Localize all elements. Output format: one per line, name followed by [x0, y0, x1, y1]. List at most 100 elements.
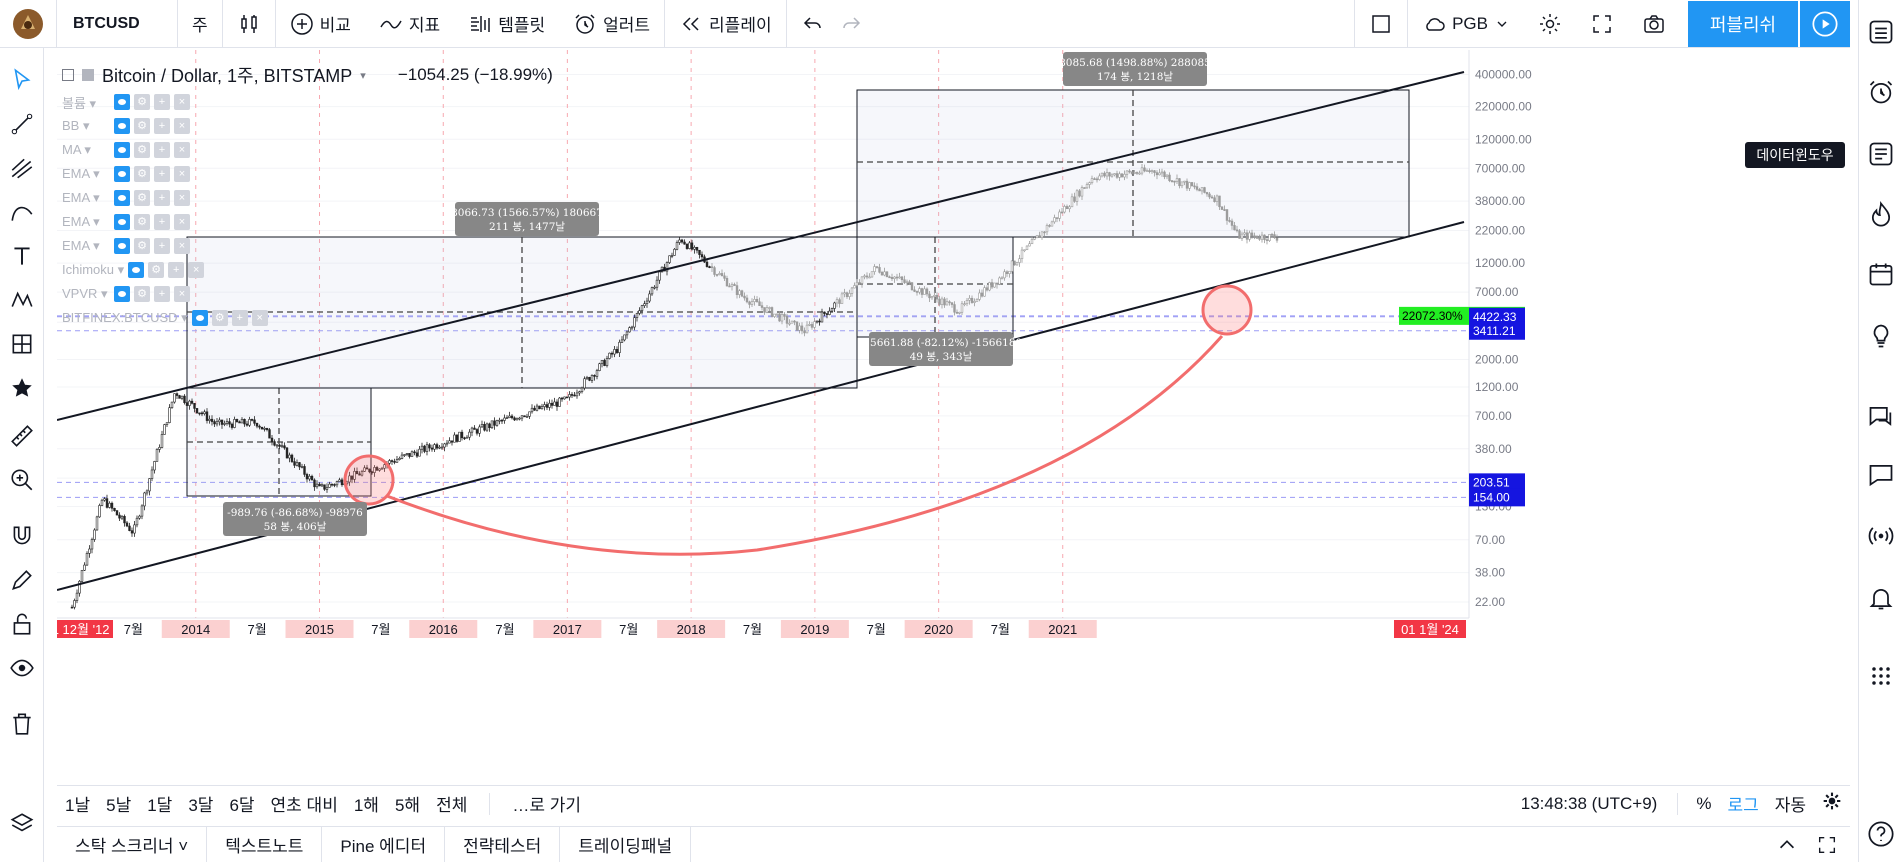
symbol-title[interactable]: Bitcoin / Dollar, 1주, BITSTAMP: [102, 66, 353, 86]
data-window-button[interactable]: [1865, 138, 1897, 170]
indicator-row[interactable]: EMA ▾ ⚙ + ×: [62, 234, 622, 258]
chevron-down-icon[interactable]: ▾: [360, 69, 366, 82]
layout-menu[interactable]: PGB: [1408, 0, 1524, 48]
chevron-up-icon[interactable]: [1776, 834, 1798, 856]
lock-tool[interactable]: [6, 608, 38, 640]
visibility-eye-icon[interactable]: [114, 118, 130, 134]
pattern-tool[interactable]: [6, 284, 38, 316]
range-button[interactable]: 3달: [188, 796, 214, 815]
hotlists-button[interactable]: [1865, 198, 1897, 230]
templates-button[interactable]: 템플릿: [454, 0, 559, 48]
visibility-eye-icon[interactable]: [114, 286, 130, 302]
more-widgets-button[interactable]: [1865, 660, 1897, 692]
watchlist-button[interactable]: [1865, 16, 1897, 48]
price-axis[interactable]: 680000.00 400000.00 220000.00 120000.00 7000…: [1399, 50, 1777, 618]
indicator-row[interactable]: BITFINEX:BTCUSD ▾ ⚙ + ×: [62, 306, 622, 330]
indicator-row[interactable]: 볼륨 ▾ ⚙ + ×: [62, 90, 622, 114]
object-tree-tool[interactable]: [6, 808, 38, 840]
remove-icon[interactable]: ×: [174, 190, 190, 206]
ideas-button[interactable]: [1865, 320, 1897, 352]
add-icon[interactable]: +: [154, 286, 170, 302]
add-icon[interactable]: +: [231, 310, 248, 326]
remove-icon[interactable]: ×: [174, 142, 190, 158]
settings-icon[interactable]: ⚙: [134, 142, 150, 158]
compare-button[interactable]: 비교: [276, 0, 365, 48]
remove-icon[interactable]: ×: [174, 94, 190, 110]
measure-tool[interactable]: [6, 328, 38, 360]
help-button[interactable]: [1865, 818, 1897, 850]
add-icon[interactable]: +: [154, 238, 170, 254]
remove-icon[interactable]: ×: [188, 262, 205, 278]
range-button[interactable]: 연초 대비: [270, 796, 338, 815]
remove-icon[interactable]: ×: [174, 238, 190, 254]
remove-drawings-tool[interactable]: [6, 708, 38, 740]
remove-icon[interactable]: ×: [174, 118, 190, 134]
settings-icon[interactable]: ⚙: [134, 118, 150, 134]
add-icon[interactable]: +: [154, 190, 170, 206]
publish-button[interactable]: 퍼블리쉬: [1688, 0, 1798, 47]
notifications-button[interactable]: [1865, 582, 1897, 614]
remove-icon[interactable]: ×: [251, 310, 268, 326]
chart-style-button[interactable]: [223, 0, 275, 48]
messages-button[interactable]: [1865, 458, 1897, 490]
indicator-row[interactable]: EMA ▾ ⚙ + ×: [62, 162, 622, 186]
symbol-search[interactable]: BTCUSD: [73, 14, 140, 32]
indicator-row[interactable]: EMA ▾ ⚙ + ×: [62, 210, 622, 234]
cursor-tool[interactable]: [6, 64, 38, 96]
price-chart[interactable]: -989.76 (-86.68%) -98976 58 봉, 406날 18066.…: [57, 50, 1777, 768]
hide-drawings-tool[interactable]: [6, 652, 38, 684]
indicator-row[interactable]: Ichimoku ▾ ⚙ + ×: [62, 258, 622, 282]
indicator-row[interactable]: VPVR ▾ ⚙ + ×: [62, 282, 622, 306]
settings-icon[interactable]: ⚙: [134, 190, 150, 206]
settings-button[interactable]: [1524, 0, 1576, 48]
calendar-button[interactable]: [1865, 258, 1897, 290]
indicator-row[interactable]: MA ▾ ⚙ + ×: [62, 138, 622, 162]
settings-icon[interactable]: ⚙: [134, 94, 150, 110]
visibility-eye-icon[interactable]: [114, 238, 130, 254]
chats-button[interactable]: [1865, 400, 1897, 432]
user-avatar[interactable]: [0, 0, 56, 48]
visibility-eye-icon[interactable]: [114, 94, 130, 110]
redo-button[interactable]: [839, 0, 877, 48]
favorites-tool[interactable]: [6, 372, 38, 404]
settings-icon[interactable]: ⚙: [134, 238, 150, 254]
text-tool[interactable]: [6, 240, 38, 272]
indicators-button[interactable]: 지표: [365, 0, 454, 48]
add-icon[interactable]: +: [168, 262, 185, 278]
remove-icon[interactable]: ×: [174, 214, 190, 230]
remove-icon[interactable]: ×: [174, 166, 190, 182]
collapse-legend-icon[interactable]: [62, 69, 74, 81]
visibility-eye-icon[interactable]: [114, 166, 130, 182]
add-icon[interactable]: +: [154, 142, 170, 158]
settings-icon[interactable]: ⚙: [148, 262, 165, 278]
chart-settings-button[interactable]: [1814, 791, 1850, 816]
range-button[interactable]: 1달: [147, 796, 173, 815]
streams-button[interactable]: [1865, 520, 1897, 552]
ruler-tool[interactable]: [6, 420, 38, 452]
settings-icon[interactable]: ⚙: [134, 286, 150, 302]
settings-icon[interactable]: ⚙: [211, 310, 228, 326]
range-button[interactable]: 전체: [436, 796, 468, 815]
range-button[interactable]: 1날: [65, 796, 91, 815]
bottom-tab[interactable]: 전략테스터: [445, 826, 561, 862]
range-button[interactable]: 1해: [353, 796, 379, 815]
snapshot-button[interactable]: [1628, 0, 1680, 48]
time-axis[interactable]: 31 12월 '12 7월 2014 7월 2015 7월 2016 7월 2017 7월 2018…: [57, 617, 1469, 644]
brush-tool[interactable]: [6, 196, 38, 228]
range-button[interactable]: 5해: [394, 796, 421, 815]
add-icon[interactable]: +: [154, 118, 170, 134]
range-button[interactable]: 5날: [106, 796, 132, 815]
log-scale-toggle[interactable]: 로그: [1727, 796, 1759, 815]
range-button[interactable]: 6달: [229, 796, 255, 815]
bottom-tab[interactable]: 텍스트노트: [207, 826, 323, 862]
bottom-tab[interactable]: 스탁 스크리너 ˅: [57, 826, 208, 862]
fullscreen-button[interactable]: [1576, 0, 1628, 48]
replay-button[interactable]: 리플레이: [665, 0, 786, 48]
publish-video-button[interactable]: [1800, 0, 1850, 47]
fullscreen-select-button[interactable]: [1355, 0, 1407, 48]
settings-icon[interactable]: ⚙: [134, 166, 150, 182]
maximize-icon[interactable]: [1816, 834, 1838, 856]
bottom-tab[interactable]: Pine 에디터: [322, 826, 446, 862]
lock-draw-tool[interactable]: [6, 564, 38, 596]
fib-tool[interactable]: [6, 152, 38, 184]
